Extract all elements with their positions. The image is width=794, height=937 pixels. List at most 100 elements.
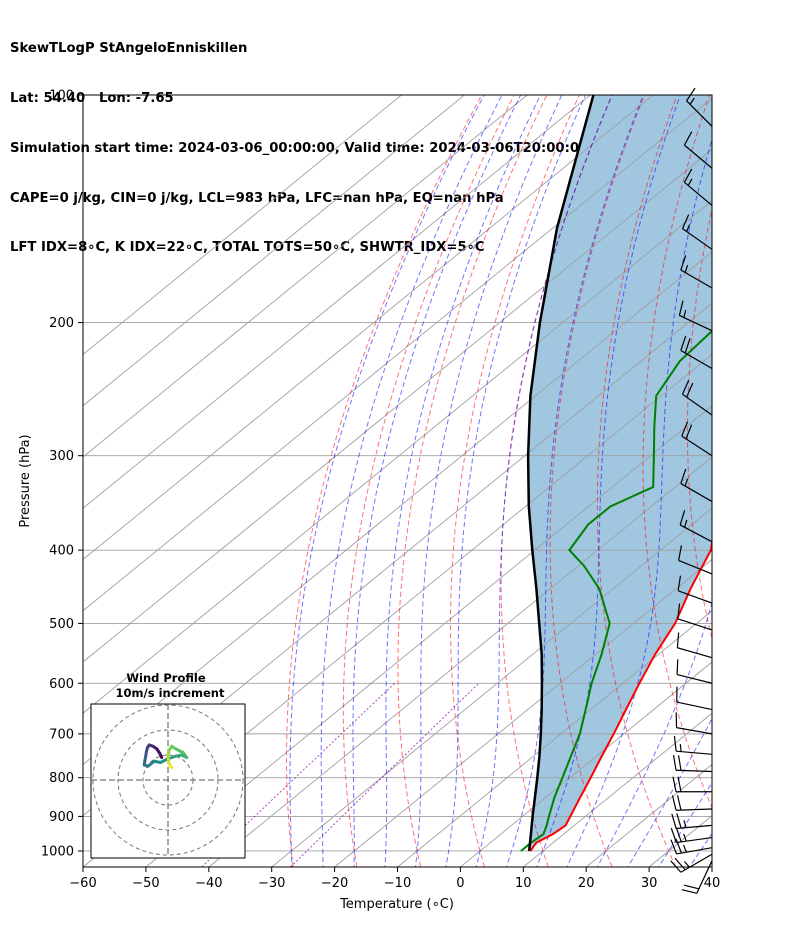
x-tick-label: −10 [384,876,411,891]
hodograph-segment [169,764,174,769]
parcel-line [526,95,595,852]
isotherm-line [83,95,402,356]
wind-barb [683,131,713,169]
y-tick-label: 700 [49,727,74,742]
wind-barb [681,380,713,416]
dry-adiabat-line [642,95,712,810]
chart-header: SkewTLogP StAngeloEnniskillen Lat: 54.40… [10,8,612,274]
x-tick-label: −20 [321,876,348,891]
x-tick-label: −30 [258,876,285,891]
y-tick-label: 800 [49,771,74,786]
hodograph-plot [91,704,245,858]
wind-barb [681,214,713,250]
plot-area [83,78,794,870]
wind-barb [680,255,713,289]
isotherm-line [523,712,712,867]
wind-barb [683,168,713,206]
isotherm-line [460,661,712,867]
indices-line: LFT IDX=8∘C, K IDX=22∘C, TOTAL TOTS=50∘C… [10,240,485,256]
wind-barb [686,87,713,127]
cape-line: CAPE=0 j/kg, CIN=0 j/kg, LCL=983 hPa, LF… [10,190,504,206]
y-tick-label: 500 [49,617,74,632]
wind-barb [671,813,713,830]
x-tick-label: 30 [641,876,658,891]
wind-barb [679,510,713,543]
y-tick-label: 100 [49,89,74,104]
x-axis-ticks: −60 −50 −40 −30 −20 −10 0 10 20 30 40 [69,867,720,891]
moist-adiabat-line [320,95,503,867]
temperature-line [529,536,712,852]
wind-barb [678,545,713,575]
isotherm-line [271,507,712,867]
hodograph-subtitle: 10m/s increment [116,686,225,700]
profile-lines [520,95,712,852]
wind-barb [670,827,713,844]
isotherm-line [83,148,712,663]
isotherm-line [775,95,794,867]
cin-area [528,95,712,851]
y-tick-label: 300 [49,449,74,464]
moist-adiabat-line [718,78,794,870]
moist-adiabats [289,78,794,870]
isotherm-line [83,95,591,509]
x-tick-label: −60 [69,876,96,891]
moist-adiabat-line [536,95,681,867]
y-tick-label: 1000 [41,844,74,859]
wind-barb [673,735,713,755]
moist-adiabat-line [566,137,712,867]
dry-adiabat-line [342,95,515,867]
isotherm-line [83,95,528,458]
isotherm-line [208,456,712,867]
moist-adiabat-line [445,95,586,867]
wind-barb [681,421,713,457]
moist-adiabat-line [749,78,794,870]
dry-adiabat-line [286,95,483,867]
wind-barb [677,575,713,604]
x-tick-label: 10 [515,876,532,891]
hodograph-inset: Wind Profile 10m/s increment [90,671,246,859]
wind-barb [676,686,713,711]
wind-barb [680,468,713,503]
x-tick-label: 0 [456,876,464,891]
moist-adiabat-line [505,95,644,867]
x-tick-label: 40 [704,876,721,891]
dry-adiabat-line [686,207,712,641]
isotherm-line [145,405,712,867]
y-tick-label: 200 [49,316,74,331]
dry-adiabat-line [549,95,645,867]
chart-title: SkewTLogP StAngeloEnniskillen [10,41,248,57]
wind-barb [677,603,713,631]
wind-barbs [670,87,713,894]
y-tick-label: 400 [49,544,74,559]
dewpoint-line [520,329,712,852]
wind-barb [672,755,713,773]
isotherm-line [711,866,712,867]
y-axis-label: Pressure (hPa) [18,434,33,527]
dry-adiabat-line [730,95,794,867]
isotherms [83,95,794,867]
wind-barb [676,632,713,659]
x-tick-label: 20 [578,876,595,891]
wind-barb [681,860,713,894]
dry-adiabat-line [772,95,794,867]
moist-adiabat-line [289,95,485,867]
hodograph-ring [117,729,219,831]
dry-adiabat-line [596,95,678,867]
y-tick-label: 900 [49,810,74,825]
wind-barb [672,776,712,793]
x-tick-label: −40 [195,876,222,891]
x-tick-label: −50 [132,876,159,891]
y-tick-label: 600 [49,677,74,692]
time-line: Simulation start time: 2024-03-06_00:00:… [10,140,612,156]
cape-cin-fill [528,95,712,851]
hodograph-ring [142,754,194,806]
isotherm-line [397,610,712,867]
dry-adiabat-line [397,95,548,867]
isotherm-line [334,558,712,867]
wind-barb [676,659,713,684]
wind-barb [670,838,713,855]
x-axis-label: Temperature (∘C) [339,897,454,912]
hodograph-title: Wind Profile [126,671,206,685]
wind-barb [670,853,713,873]
